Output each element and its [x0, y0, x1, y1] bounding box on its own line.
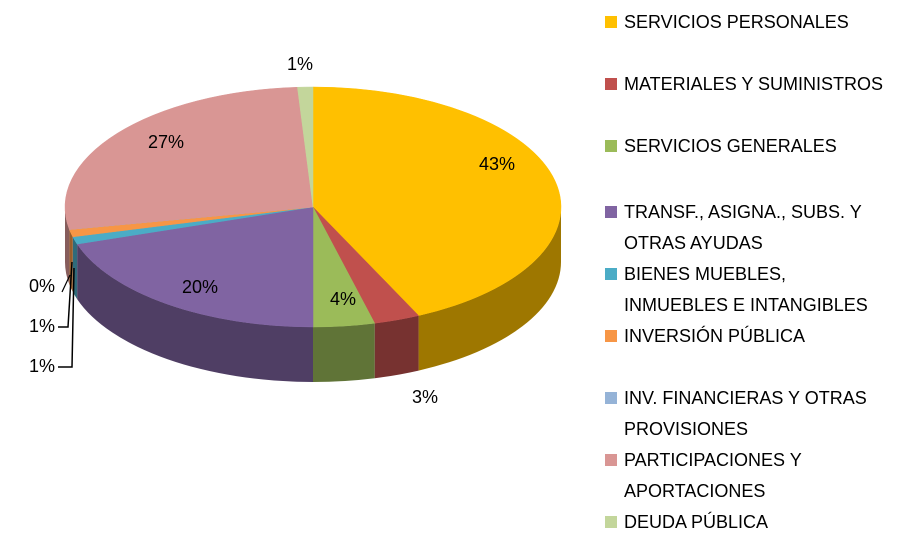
data-label: 1% [29, 316, 55, 336]
legend-swatch [605, 206, 617, 218]
legend-swatch [605, 140, 617, 152]
legend-swatch [605, 16, 617, 28]
legend-swatch [605, 330, 617, 342]
legend-label: INV. FINANCIERAS Y OTRAS PROVISIONES [624, 387, 867, 439]
slice-side [65, 207, 70, 285]
legend-swatch [605, 78, 617, 90]
legend-label: TRANSF., ASIGNA., SUBS. Y OTRAS AYUDAS [624, 201, 862, 253]
legend-label: BIENES MUEBLES, INMUEBLES E INTANGIBLES [624, 263, 868, 315]
legend-label: INVERSIÓN PÚBLICA [624, 325, 806, 346]
legend-label: SERVICIOS GENERALES [624, 135, 837, 156]
slice [64, 86, 314, 230]
data-label: 1% [29, 356, 55, 376]
slice-side [374, 315, 419, 379]
data-label: 3% [412, 387, 438, 407]
legend-label: DEUDA PÚBLICA [624, 511, 769, 532]
legend-swatch [605, 516, 617, 528]
slice [312, 86, 562, 316]
data-label: 27% [148, 132, 184, 152]
data-label: 20% [182, 277, 218, 297]
legend-label: SERVICIOS PERSONALES [624, 11, 849, 32]
legend-label: MATERIALES Y SUMINISTROS [624, 73, 884, 94]
slice [76, 206, 314, 328]
data-label: 4% [330, 289, 356, 309]
data-label: 1% [287, 54, 313, 74]
leader-line [58, 261, 73, 328]
slice-side [313, 323, 375, 382]
legend-label: PARTICIPACIONES Y APORTACIONES [624, 449, 802, 501]
leader-line [61, 274, 71, 293]
legend-swatch [605, 268, 617, 280]
legend-swatch [605, 454, 617, 466]
data-label: 43% [479, 154, 515, 174]
legend-swatch [605, 392, 617, 404]
slice-side [418, 207, 561, 371]
leader-line [58, 267, 75, 368]
slice-side [69, 229, 73, 292]
slice-side [77, 244, 313, 382]
slice [297, 86, 314, 208]
data-label: 0% [29, 276, 55, 296]
